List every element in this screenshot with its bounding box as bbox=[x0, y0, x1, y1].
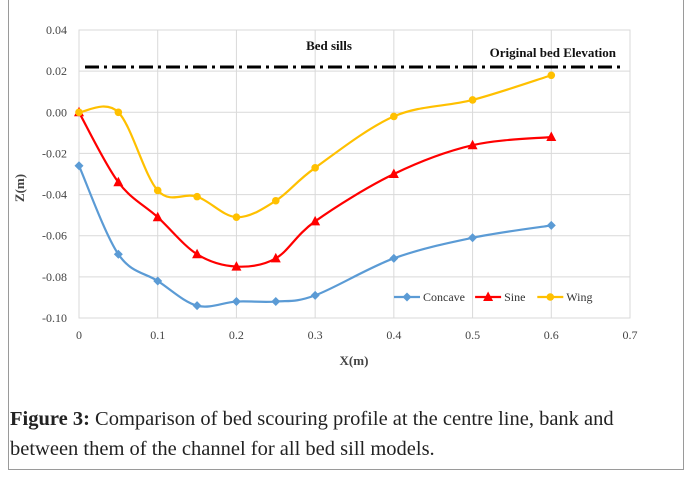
concave-point bbox=[113, 249, 123, 259]
concave-point bbox=[271, 297, 281, 307]
y-tick-label: -0.10 bbox=[42, 311, 67, 325]
wing-point bbox=[193, 192, 201, 201]
sine-point bbox=[270, 252, 281, 263]
concave-point bbox=[389, 253, 399, 263]
y-tick-label: 0.04 bbox=[46, 23, 67, 37]
concave-point bbox=[468, 233, 478, 243]
concave-legend-marker bbox=[402, 292, 412, 302]
sine-point bbox=[152, 211, 163, 222]
wing-point bbox=[153, 186, 162, 195]
wing-point bbox=[390, 112, 398, 121]
wing-point bbox=[271, 196, 280, 205]
x-tick-label: 0.4 bbox=[386, 328, 401, 342]
wing-point bbox=[468, 96, 477, 104]
sine-point bbox=[467, 139, 478, 150]
sine-point bbox=[231, 261, 242, 271]
wing-point bbox=[114, 108, 123, 117]
x-tick-labels: 0 0.1 0.2 0.3 0.4 0.5 0.6 0.7 bbox=[76, 328, 638, 342]
sine-line bbox=[78, 111, 552, 268]
x-axis-label: X(m) bbox=[340, 353, 369, 368]
wing-line bbox=[78, 74, 552, 219]
legend: Concave Sine Wing bbox=[394, 290, 592, 304]
wing-legend-label: Wing bbox=[566, 290, 592, 304]
x-tick-label: 0.5 bbox=[465, 328, 480, 342]
y-tick-label: 0.02 bbox=[46, 64, 67, 78]
wing-point bbox=[232, 213, 241, 221]
sine-point bbox=[388, 168, 399, 178]
concave-point bbox=[231, 297, 241, 307]
x-tick-label: 0 bbox=[76, 328, 82, 342]
wing-series bbox=[75, 71, 556, 221]
concave-series bbox=[74, 161, 556, 311]
gridlines bbox=[78, 29, 631, 319]
caption-text: Comparison of bed scouring profile at th… bbox=[10, 408, 614, 460]
x-tick-label: 0.2 bbox=[229, 328, 244, 342]
y-tick-label: -0.06 bbox=[42, 229, 67, 243]
wing-point bbox=[547, 71, 556, 80]
sine-point bbox=[192, 248, 203, 259]
plot-area bbox=[78, 29, 631, 319]
x-tick-label: 0.1 bbox=[150, 328, 165, 342]
sine-legend-label: Sine bbox=[504, 290, 525, 304]
x-tick-label: 0.6 bbox=[544, 328, 559, 342]
x-tick-label: 0.3 bbox=[308, 328, 323, 342]
y-axis-label: Z(m) bbox=[12, 174, 27, 202]
y-tick-label: 0.00 bbox=[46, 105, 67, 119]
x-tick-label: 0.7 bbox=[623, 328, 638, 342]
sine-point bbox=[113, 176, 124, 187]
figure-frame bbox=[8, 0, 684, 470]
concave-point bbox=[74, 161, 84, 171]
concave-line bbox=[77, 165, 552, 308]
concave-point bbox=[546, 220, 556, 230]
y-tick-label: -0.08 bbox=[42, 270, 67, 284]
bed-sills-annotation: Bed sills bbox=[306, 38, 352, 53]
original-bed-elevation-annotation: Original bed Elevation bbox=[490, 45, 617, 60]
concave-point bbox=[310, 290, 320, 300]
sine-series bbox=[74, 106, 557, 271]
concave-point bbox=[153, 276, 163, 286]
sine-legend-marker bbox=[483, 291, 494, 301]
figure-caption: Figure 3: Comparison of bed scouring pro… bbox=[10, 404, 686, 464]
series-group bbox=[74, 71, 557, 311]
y-tick-label: -0.04 bbox=[42, 188, 67, 202]
wing-legend-marker bbox=[546, 293, 555, 301]
sine-point bbox=[546, 131, 557, 141]
y-tick-labels: 0.04 0.02 0.00 -0.02 -0.04 -0.06 -0.08 -0.10 bbox=[42, 23, 67, 325]
caption-label: Figure 3: bbox=[10, 408, 90, 430]
concave-legend-label: Concave bbox=[423, 290, 465, 304]
concave-point bbox=[192, 301, 202, 311]
wing-point bbox=[311, 164, 319, 172]
wing-point bbox=[75, 108, 83, 117]
y-tick-label: -0.02 bbox=[42, 146, 67, 160]
sine-point bbox=[310, 215, 321, 226]
